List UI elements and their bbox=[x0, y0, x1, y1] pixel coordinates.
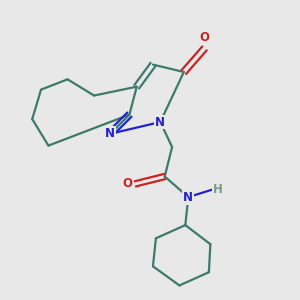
Text: H: H bbox=[213, 183, 223, 196]
Text: N: N bbox=[105, 127, 115, 140]
Text: N: N bbox=[155, 116, 165, 128]
Text: N: N bbox=[183, 190, 193, 204]
Text: O: O bbox=[122, 177, 132, 190]
Text: O: O bbox=[200, 31, 209, 44]
